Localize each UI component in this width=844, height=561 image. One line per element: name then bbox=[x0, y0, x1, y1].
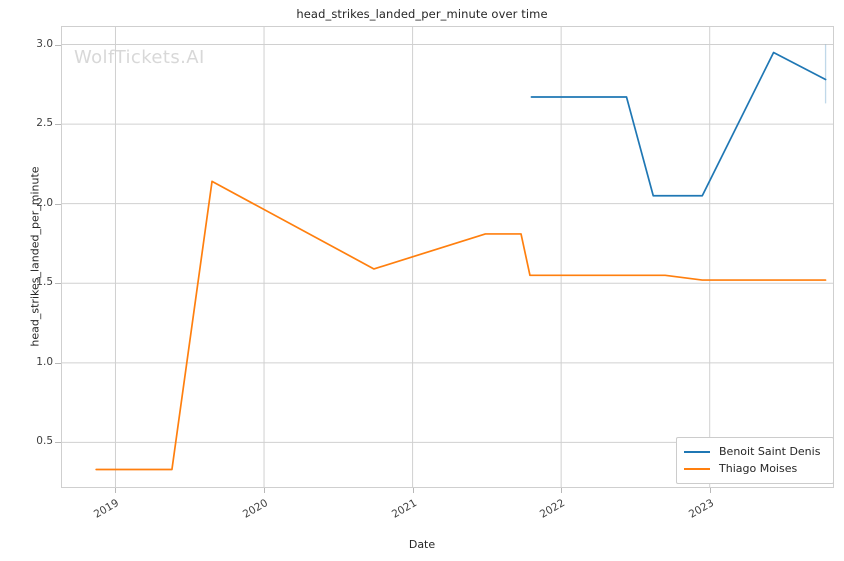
x-tick-mark bbox=[264, 488, 266, 493]
plot-area: WolfTickets.AI bbox=[61, 26, 834, 488]
x-tick-label: 2019 bbox=[92, 497, 122, 521]
chart-canvas bbox=[62, 27, 833, 487]
legend-label: Thiago Moises bbox=[719, 462, 798, 475]
y-tick-mark bbox=[55, 44, 61, 46]
x-tick-label: 2022 bbox=[537, 497, 568, 521]
y-tick-mark bbox=[55, 124, 61, 126]
y-tick-label: 1.5 bbox=[36, 276, 53, 289]
y-tick-label: 0.5 bbox=[36, 435, 53, 448]
y-tick-mark bbox=[55, 442, 61, 444]
x-tick-label: 2023 bbox=[686, 497, 716, 521]
x-tick-mark bbox=[561, 488, 563, 493]
x-tick-mark bbox=[709, 488, 711, 493]
legend-label: Benoit Saint Denis bbox=[719, 445, 821, 458]
legend-color-swatch bbox=[684, 467, 710, 470]
legend-item[interactable]: Thiago Moises bbox=[684, 460, 826, 477]
y-tick-label: 2.5 bbox=[36, 117, 53, 130]
y-axis-label: head_strikes_landed_per_minute bbox=[28, 166, 42, 347]
legend-color-swatch bbox=[684, 450, 710, 453]
y-tick-label: 1.0 bbox=[36, 355, 53, 368]
y-tick-label: 2.0 bbox=[36, 196, 53, 209]
y-tick-mark bbox=[55, 362, 61, 364]
legend-item[interactable]: Benoit Saint Denis bbox=[684, 443, 826, 460]
x-axis-label: Date bbox=[408, 538, 436, 551]
chart-title: head_strikes_landed_per_minute over time bbox=[296, 7, 548, 21]
y-tick-label: 3.0 bbox=[36, 37, 53, 50]
x-tick-mark bbox=[115, 488, 117, 493]
x-tick-label: 2021 bbox=[389, 497, 419, 521]
x-tick-label: 2020 bbox=[240, 497, 271, 521]
x-tick-mark bbox=[412, 488, 414, 493]
y-tick-mark bbox=[55, 203, 61, 205]
series-line bbox=[530, 51, 827, 197]
chart-legend[interactable]: Benoit Saint Denis Thiago Moises bbox=[676, 437, 834, 484]
watermark: WolfTickets.AI bbox=[74, 47, 205, 68]
series-line bbox=[95, 180, 827, 471]
y-tick-mark bbox=[55, 283, 61, 285]
